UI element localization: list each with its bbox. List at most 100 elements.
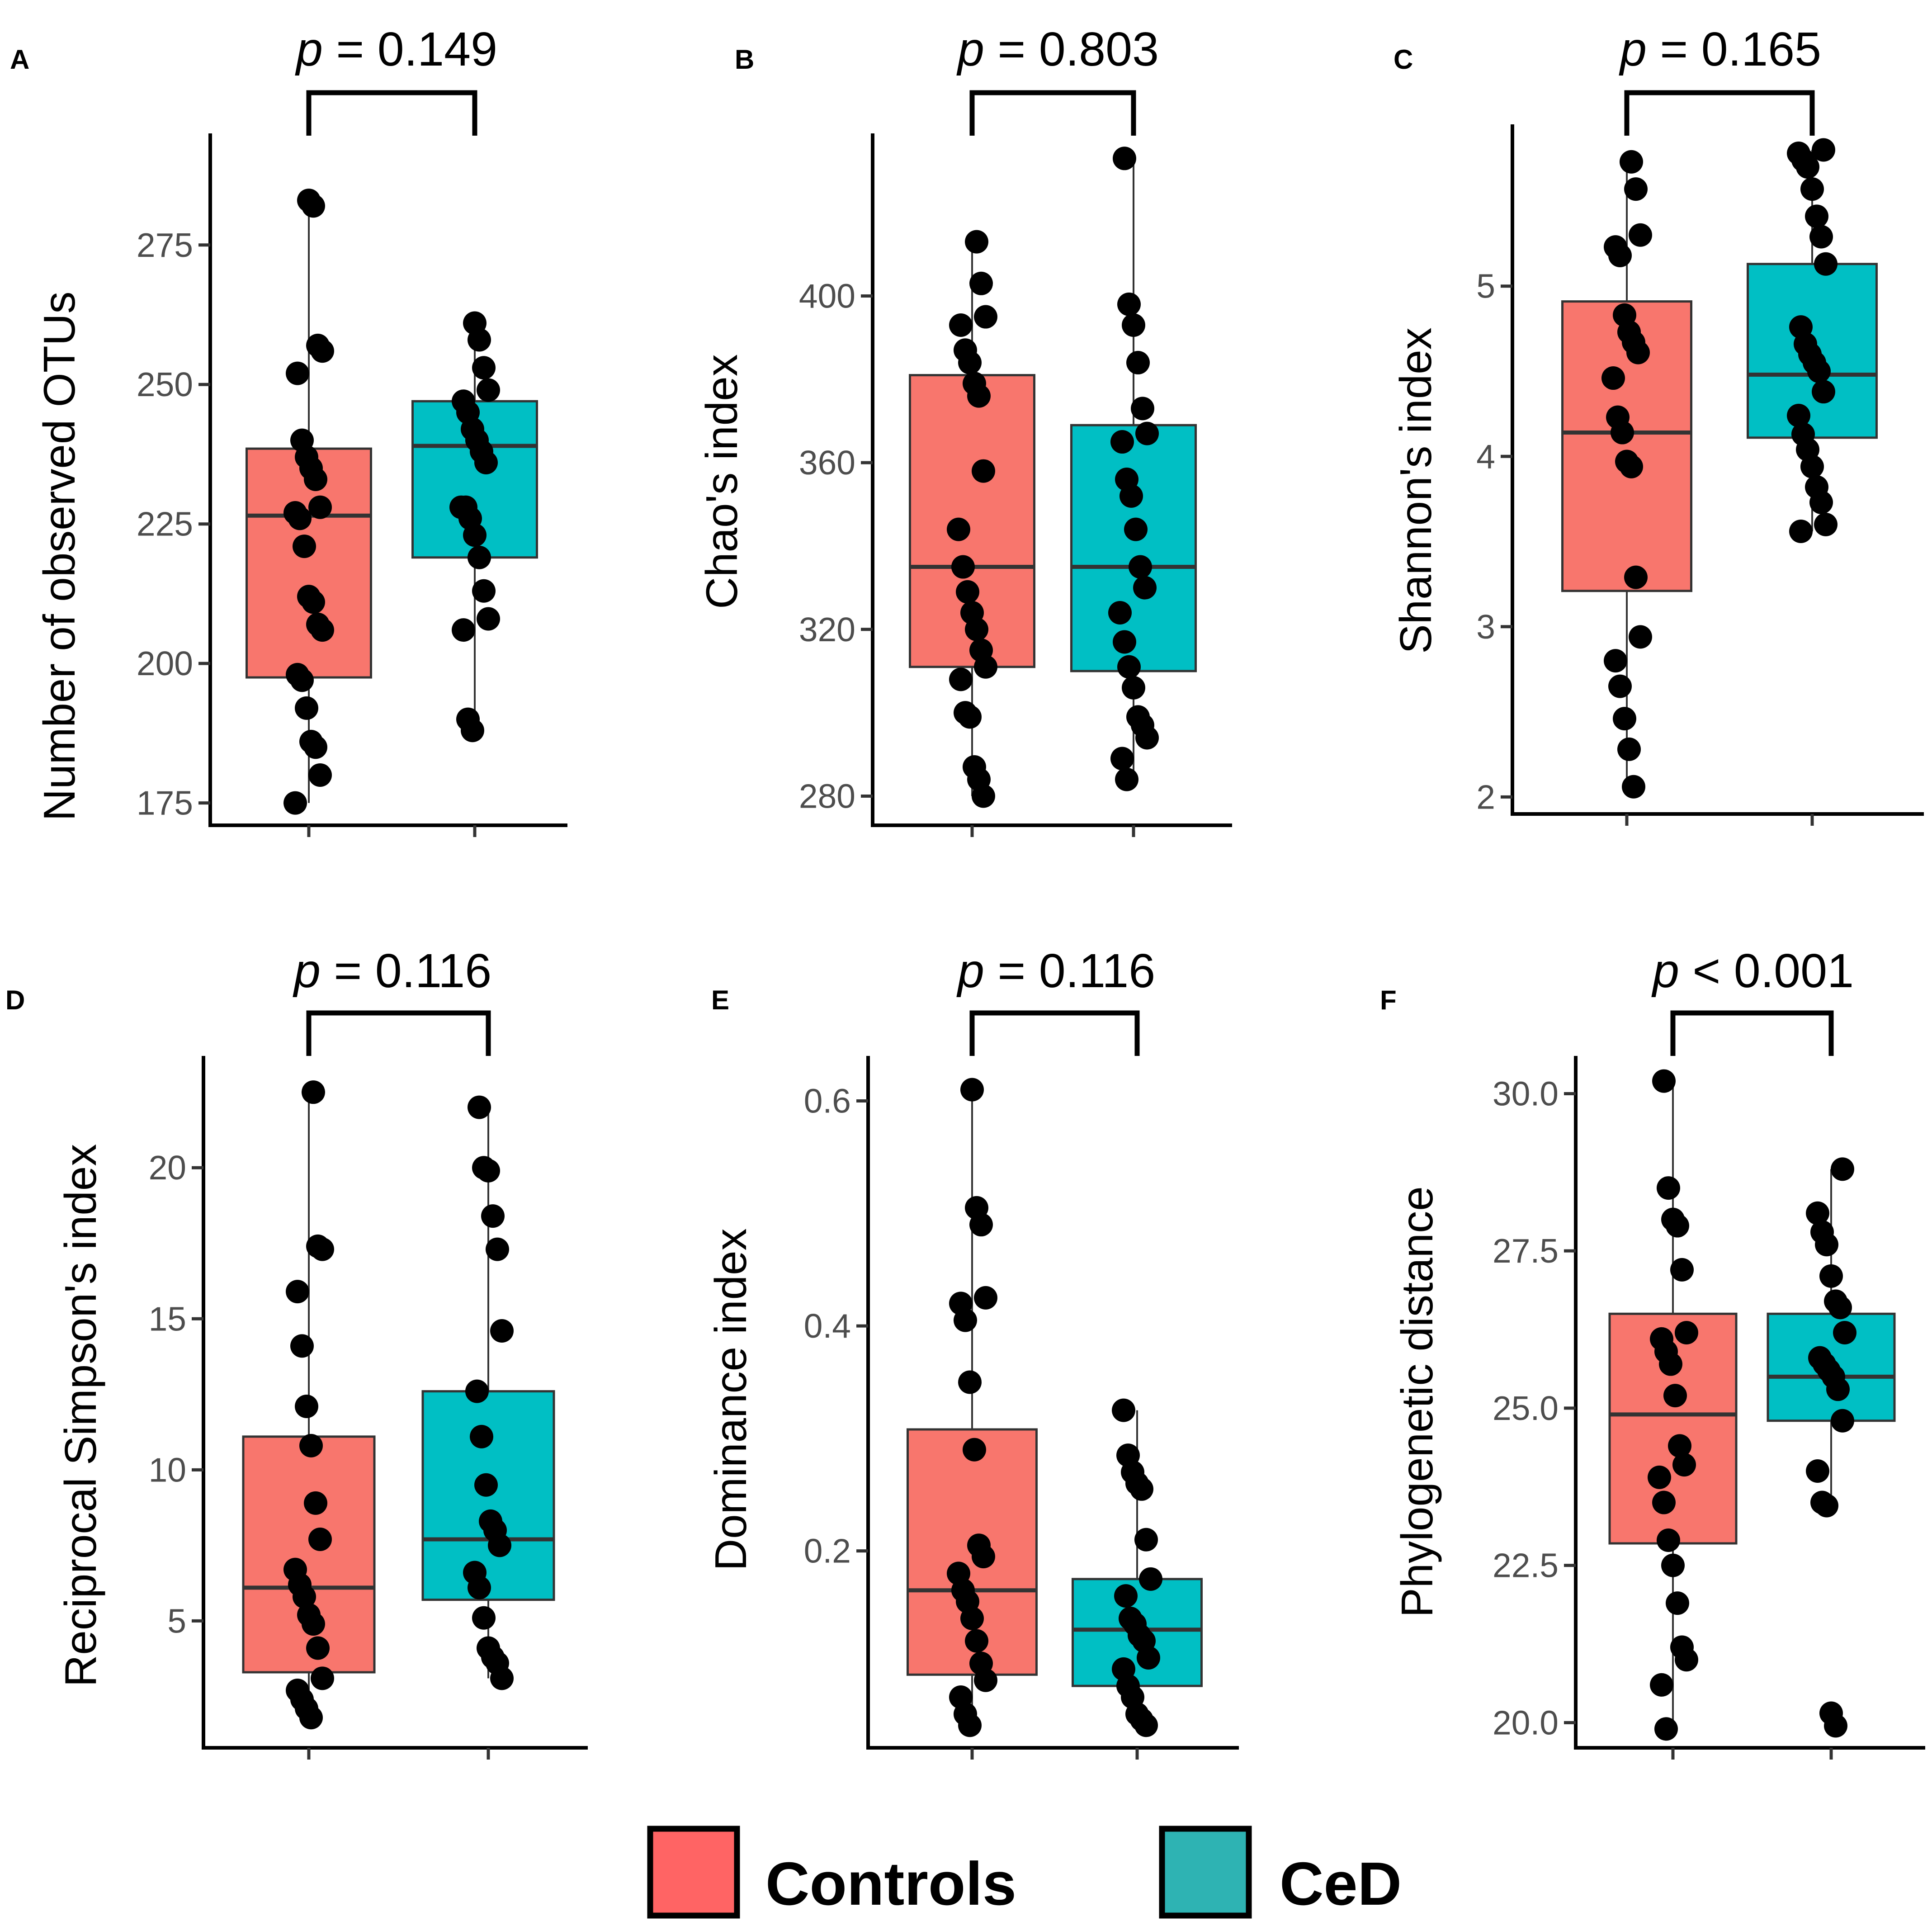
data-point-controls-d (297, 1603, 321, 1627)
data-point-controls-c (1613, 303, 1636, 327)
data-point-controls-b (949, 313, 973, 337)
data-point-ced-b (1110, 430, 1134, 454)
data-point-controls-e (963, 1438, 986, 1462)
data-point-ced-a (456, 707, 480, 731)
y-tick-label-f: 20.0 (1493, 1703, 1559, 1741)
y-tick-label-d: 15 (149, 1300, 186, 1338)
data-point-controls-f (1661, 1207, 1685, 1231)
data-point-controls-e (947, 1561, 970, 1585)
data-point-controls-c (1624, 565, 1648, 589)
data-point-ced-f (1810, 1220, 1834, 1244)
data-point-controls-d (286, 1280, 309, 1304)
significance-bracket-a (306, 90, 477, 136)
panel-letter-c: C (1393, 44, 1413, 75)
data-point-controls-f (1657, 1176, 1680, 1200)
y-tick-label-d: 5 (167, 1602, 186, 1640)
data-point-controls-b (954, 338, 977, 362)
y-tick-label-a: 225 (137, 505, 193, 543)
data-point-controls-a (283, 791, 307, 815)
data-point-controls-c (1601, 366, 1625, 390)
data-point-ced-c (1805, 475, 1828, 499)
significance-bracket-c (1624, 90, 1815, 136)
data-point-controls-f (1668, 1434, 1691, 1458)
data-point-ced-d (474, 1473, 498, 1497)
box-ced-b (1070, 424, 1197, 672)
legend: Controls CeD (647, 1826, 1402, 1919)
data-point-ced-f (1810, 1490, 1834, 1514)
data-point-ced-e (1139, 1567, 1162, 1591)
panel-c: C p = 0.165 Shannon's index 2 3 4 5 (1391, 23, 1924, 826)
data-point-ced-c (1789, 519, 1813, 543)
data-point-ced-c (1787, 403, 1810, 427)
data-point-ced-c (1809, 225, 1833, 249)
legend-swatch-ced (1159, 1826, 1252, 1919)
data-point-ced-c (1814, 252, 1838, 276)
panel-b: B p = 0.803 Chao's index 280 320 360 400 (697, 23, 1232, 837)
data-point-controls-b (969, 271, 993, 295)
data-point-ced-a (477, 378, 500, 402)
data-point-controls-a (290, 428, 314, 452)
data-point-ced-c (1814, 512, 1838, 536)
data-point-ced-c (1800, 177, 1824, 201)
data-point-ced-b (1126, 705, 1150, 729)
y-tick-label-f: 27.5 (1493, 1232, 1559, 1270)
data-point-ced-e (1112, 1398, 1135, 1422)
data-point-controls-f (1675, 1321, 1698, 1344)
data-point-controls-e (949, 1685, 973, 1709)
data-point-controls-a (295, 696, 318, 720)
data-point-controls-b (963, 372, 986, 396)
data-point-ced-a (449, 495, 473, 519)
data-point-ced-c (1789, 315, 1813, 339)
data-point-controls-c (1629, 223, 1652, 247)
data-point-controls-e (974, 1286, 997, 1310)
data-point-controls-f (1657, 1528, 1680, 1552)
data-point-ced-d (479, 1509, 502, 1533)
data-point-controls-f (1663, 1384, 1687, 1408)
data-point-controls-b (947, 517, 970, 541)
data-point-controls-f (1652, 1490, 1676, 1514)
data-point-ced-b (1131, 397, 1154, 421)
p-value-d: p = 0.116 (293, 944, 491, 998)
data-point-ced-e (1114, 1584, 1138, 1608)
data-point-controls-b (949, 667, 973, 691)
data-point-controls-f (1650, 1673, 1673, 1697)
data-point-ced-f (1806, 1459, 1829, 1483)
data-point-controls-c (1624, 177, 1648, 201)
data-point-ced-f (1831, 1157, 1854, 1181)
panel-letter-d: D (5, 985, 25, 1015)
panel-letter-b: B (735, 44, 754, 75)
data-point-ced-b (1129, 555, 1152, 579)
data-point-ced-c (1812, 380, 1835, 404)
y-tick-label-c: 5 (1476, 267, 1495, 305)
data-point-controls-a (297, 585, 321, 609)
data-point-ced-c (1787, 142, 1810, 166)
data-point-ced-b (1110, 747, 1134, 771)
y-tick-label-d: 10 (149, 1451, 186, 1489)
data-point-controls-e (949, 1292, 973, 1315)
data-point-controls-e (965, 1196, 988, 1220)
data-point-ced-b (1122, 676, 1145, 700)
data-point-ced-d (472, 1156, 496, 1180)
p-value-f: p < 0.001 (1651, 944, 1854, 998)
data-point-controls-d (290, 1334, 314, 1358)
panel-f: F p < 0.001 Phylogenetic distance 20.0 22… (1380, 944, 1925, 1760)
data-point-controls-f (1670, 1635, 1694, 1659)
data-point-controls-e (965, 1629, 988, 1653)
data-point-ced-f (1819, 1264, 1843, 1288)
data-point-controls-f (1650, 1327, 1673, 1351)
data-point-ced-a (452, 618, 475, 642)
data-point-controls-a (286, 361, 309, 385)
data-point-controls-d (283, 1557, 307, 1581)
data-point-controls-e (960, 1078, 984, 1102)
panel-letter-a: A (10, 44, 29, 75)
data-point-ced-b (1135, 421, 1159, 445)
data-point-controls-e (958, 1370, 982, 1394)
y-tick-label-a: 175 (137, 784, 193, 822)
data-point-ced-f (1833, 1321, 1856, 1344)
legend-label-ced: CeD (1280, 1850, 1402, 1918)
data-point-ced-b (1115, 767, 1138, 791)
data-point-ced-b (1133, 576, 1157, 600)
data-point-ced-b (1122, 313, 1145, 337)
data-point-controls-e (967, 1533, 991, 1557)
data-point-controls-a (308, 763, 332, 787)
